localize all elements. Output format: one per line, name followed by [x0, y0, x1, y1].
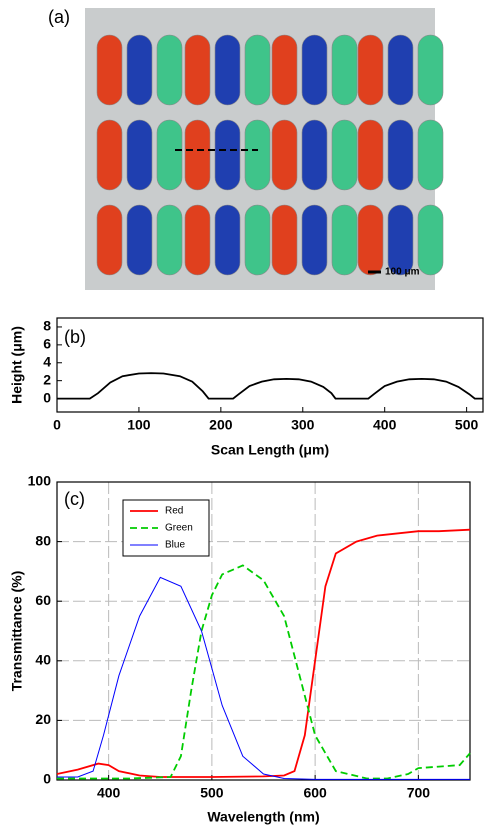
panel-label: (a) — [48, 7, 70, 27]
scale-bar-label: 100 μm — [385, 267, 420, 278]
pixel — [272, 205, 297, 275]
x-tick-label: 300 — [291, 417, 315, 433]
pixel — [185, 120, 210, 190]
pixel — [418, 205, 443, 275]
y-tick-label: 40 — [35, 652, 51, 668]
data-line — [57, 565, 470, 778]
pixel — [272, 35, 297, 105]
y-tick-label: 4 — [43, 353, 51, 369]
pixel — [127, 205, 152, 275]
pixel — [388, 35, 413, 105]
pixel — [157, 120, 182, 190]
pixel — [157, 205, 182, 275]
x-tick-label: 500 — [200, 785, 224, 801]
pixel — [97, 205, 122, 275]
x-tick-label: 700 — [407, 785, 431, 801]
x-axis-label: Wavelength (nm) — [207, 809, 319, 825]
y-tick-label: 60 — [35, 592, 51, 608]
pixel — [97, 35, 122, 105]
y-tick-label: 80 — [35, 532, 51, 548]
y-tick-label: 0 — [43, 771, 51, 787]
pixel — [215, 120, 240, 190]
data-line — [57, 530, 470, 777]
pixel — [245, 205, 270, 275]
pixel — [332, 35, 357, 105]
legend-label: Green — [165, 523, 193, 534]
pixel — [127, 120, 152, 190]
pixel — [302, 120, 327, 190]
pixel — [157, 35, 182, 105]
pixel — [358, 205, 383, 275]
panel-label: (b) — [64, 327, 86, 347]
plot-frame — [57, 318, 483, 412]
pixel — [388, 205, 413, 275]
pixel — [215, 205, 240, 275]
pixel — [185, 35, 210, 105]
x-tick-label: 400 — [373, 417, 397, 433]
pixel — [185, 205, 210, 275]
pixel — [418, 35, 443, 105]
y-tick-label: 20 — [35, 711, 51, 727]
legend-label: Red — [165, 506, 183, 517]
pixel — [332, 205, 357, 275]
pixel — [272, 120, 297, 190]
pixel — [388, 120, 413, 190]
plot-frame — [57, 482, 470, 780]
pixel-array — [97, 35, 443, 275]
data-line — [57, 577, 470, 779]
x-tick-label: 400 — [97, 785, 121, 801]
legend-label: Blue — [165, 540, 185, 551]
pixel — [358, 35, 383, 105]
pixel — [418, 120, 443, 190]
x-tick-label: 600 — [303, 785, 327, 801]
y-axis-label: Height (μm) — [9, 326, 25, 404]
pixel — [302, 205, 327, 275]
pixel — [245, 120, 270, 190]
figure: 100 μm (a) 024680100200300400500(b)Scan … — [0, 0, 485, 834]
x-tick-label: 100 — [127, 417, 151, 433]
y-tick-label: 0 — [43, 389, 51, 405]
y-tick-label: 6 — [43, 336, 51, 352]
x-tick-label: 200 — [209, 417, 233, 433]
y-tick-label: 8 — [43, 318, 51, 334]
pixel — [97, 120, 122, 190]
pixel — [245, 35, 270, 105]
panel-label: (c) — [64, 489, 85, 509]
x-tick-label: 0 — [53, 417, 61, 433]
data-line — [57, 373, 483, 399]
y-tick-label: 2 — [43, 371, 51, 387]
x-tick-label: 500 — [455, 417, 479, 433]
x-axis-label: Scan Length (μm) — [211, 442, 329, 458]
pixel — [302, 35, 327, 105]
y-axis-label: Transmittance (%) — [9, 571, 25, 692]
pixel — [332, 120, 357, 190]
pixel — [358, 120, 383, 190]
pixel — [215, 35, 240, 105]
pixel — [127, 35, 152, 105]
y-tick-label: 100 — [28, 473, 52, 489]
